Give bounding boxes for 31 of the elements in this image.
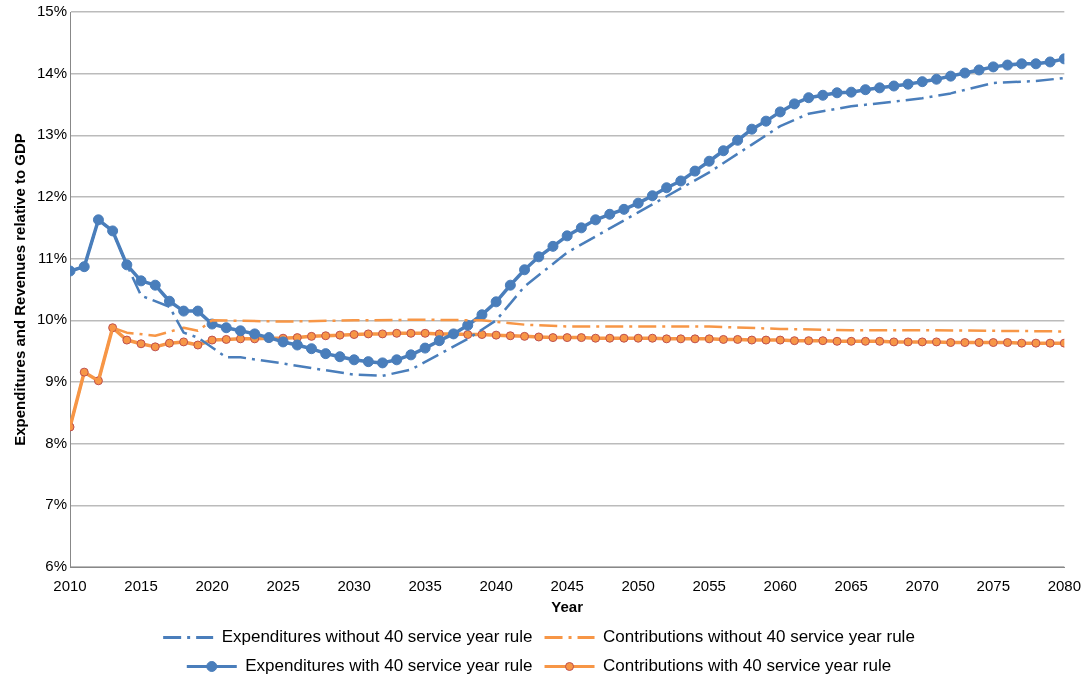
x-tick-label: 2010 [53,577,87,595]
y-tick-label: 15% [36,2,68,20]
y-axis-title: Expenditures and Revenues relative to GDP [11,133,29,446]
y-tick-label: 13% [36,125,68,143]
legend-label: Expenditures with 40 service year rule [245,656,533,676]
x-tick-label: 2045 [550,577,584,595]
x-tick-label: 2040 [479,577,513,595]
y-tick-label: 10% [36,310,68,328]
y-tick-label: 12% [36,187,68,205]
x-tick-label: 2080 [1047,577,1081,595]
y-tick-label: 7% [45,495,68,513]
x-tick-label: 2055 [692,577,726,595]
x-tick-label: 2050 [621,577,655,595]
legend-label: Expenditures without 40 service year rule [221,627,533,647]
x-tick-label: 2060 [763,577,797,595]
y-tick-label: 11% [38,248,68,266]
y-tick-label: 14% [36,63,68,81]
x-tick-label: 2015 [124,577,158,595]
x-tick-label: 2065 [834,577,868,595]
x-tick-label: 2070 [905,577,939,595]
x-tick-label: 2025 [266,577,300,595]
x-tick-label: 2075 [976,577,1010,595]
y-tick-label: 6% [45,557,68,575]
legend-label: Contributions without 40 service year rule [603,627,915,647]
legend-label: Contributions with 40 service year rule [603,656,892,676]
x-tick-label: 2030 [337,577,371,595]
x-tick-label: 2035 [408,577,442,595]
x-tick-label: 2020 [195,577,229,595]
x-axis-title: Year [551,598,584,616]
y-tick-label: 8% [45,433,68,451]
y-tick-label: 9% [45,372,68,390]
